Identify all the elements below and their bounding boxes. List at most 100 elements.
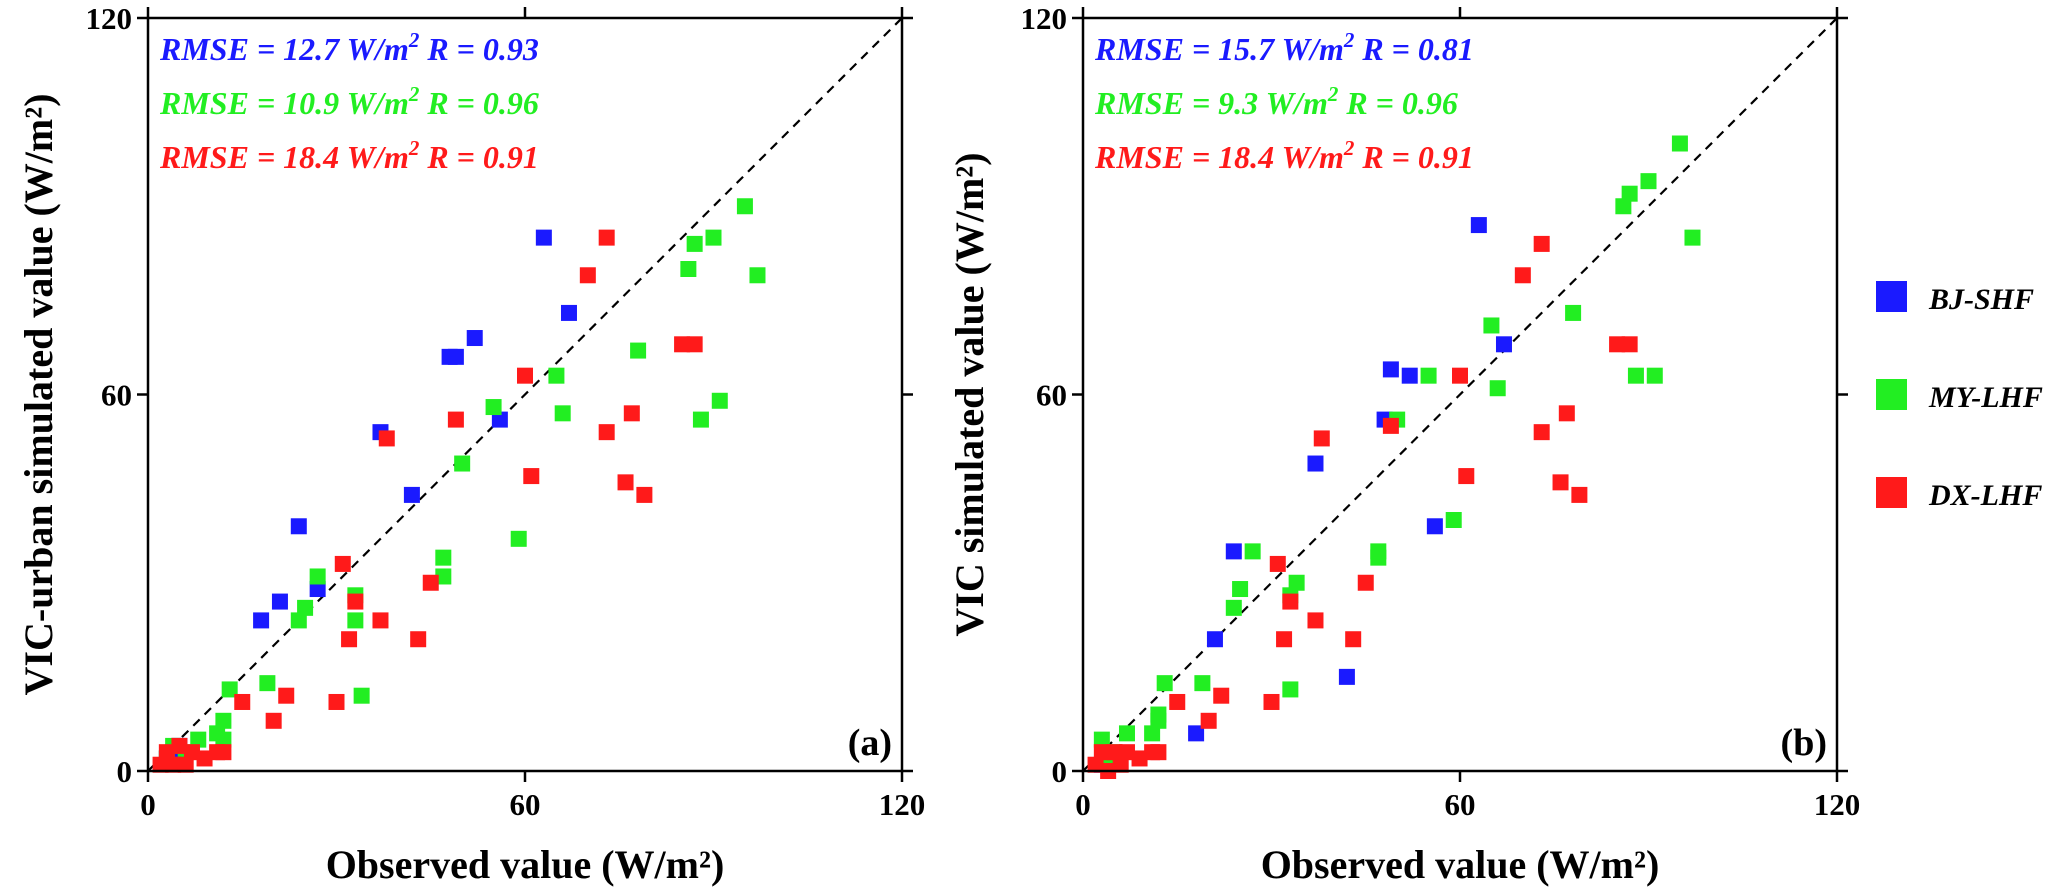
data-point-my-lhf — [680, 261, 697, 277]
data-point-dx-lhf — [1621, 336, 1638, 353]
data-point-my-lhf — [221, 681, 238, 698]
data-point-bj-shf — [1225, 543, 1242, 560]
data-point-dx-lhf — [1458, 468, 1475, 485]
superscript: 2 — [1343, 136, 1355, 160]
data-point-my-lhf — [1565, 304, 1582, 321]
data-point-dx-lhf — [1357, 574, 1374, 591]
data-point-my-lhf — [510, 530, 527, 547]
legend-marker-my-lhf — [1876, 379, 1907, 410]
data-point-my-lhf — [435, 568, 452, 585]
x-tick-label: 60 — [510, 787, 541, 822]
data-point-bj-shf — [1401, 367, 1418, 384]
legend: BJ-SHF MY-LHF DX-LHF — [1876, 281, 2043, 512]
x-tick-label: 120 — [879, 787, 926, 822]
data-point-my-lhf — [259, 675, 276, 692]
y-tick-label: 120 — [86, 1, 133, 36]
data-point-dx-lhf — [1112, 756, 1129, 773]
data-point-my-lhf — [554, 405, 571, 422]
data-point-bj-shf — [271, 593, 288, 610]
stats-bj-shf: RMSE = 12.7 W/m2 R = 0.93 — [159, 28, 539, 67]
data-point-my-lhf — [1627, 367, 1644, 384]
data-point-dx-lhf — [1106, 744, 1123, 761]
y-tick-label: 60 — [101, 378, 132, 413]
data-point-bj-shf — [1188, 725, 1205, 742]
data-point-dx-lhf — [1276, 631, 1293, 648]
r-text: R = 0.93 — [419, 31, 539, 67]
series-dx-lhf — [1087, 235, 1638, 779]
data-point-bj-shf — [253, 612, 270, 629]
y-axis-label: VIC simulated value (W/m²) — [947, 152, 992, 636]
data-point-my-lhf — [1118, 725, 1135, 742]
y-axis-label: VIC-urban simulated value (W/m²) — [16, 93, 61, 695]
data-point-dx-lhf — [598, 229, 615, 246]
rmse-text: RMSE = 10.9 W/m — [159, 85, 409, 121]
data-point-bj-shf — [1338, 668, 1355, 685]
data-point-my-lhf — [692, 411, 709, 428]
data-point-dx-lhf — [1552, 474, 1569, 491]
superscript: 2 — [408, 28, 420, 52]
legend-label-bj-shf: BJ-SHF — [1928, 283, 2034, 316]
data-point-my-lhf — [1232, 581, 1249, 598]
data-point-my-lhf — [1156, 675, 1173, 692]
data-point-my-lhf — [1646, 367, 1663, 384]
data-point-bj-shf — [560, 304, 577, 321]
data-point-dx-lhf — [1087, 756, 1104, 773]
stats-my-lhf: RMSE = 10.9 W/m2 R = 0.96 — [159, 82, 539, 121]
one-to-one-line — [147, 17, 903, 772]
data-point-my-lhf — [215, 712, 232, 729]
rmse-text: RMSE = 12.7 W/m — [159, 31, 409, 67]
data-point-dx-lhf — [1452, 367, 1468, 384]
data-point-dx-lhf — [1571, 486, 1588, 503]
x-tick-label: 0 — [140, 787, 156, 822]
data-point-my-lhf — [1150, 706, 1167, 723]
chart-panel-2: 0 60 120 0 60 120 Observed value (W/m²) VIC sim… — [947, 1, 1860, 887]
chart-panel-1: 0 60 120 0 60 120 Observed value (W/m²) VIC-urb… — [16, 1, 925, 887]
data-point-bj-shf — [1206, 631, 1223, 648]
data-point-dx-lhf — [278, 687, 295, 704]
data-point-my-lhf — [705, 229, 722, 246]
data-point-dx-lhf — [686, 336, 703, 353]
data-point-dx-lhf — [1093, 744, 1110, 761]
panel-label: (b) — [1781, 722, 1827, 764]
rmse-text: RMSE = 18.4 W/m — [1094, 139, 1344, 175]
data-point-my-lhf — [485, 399, 502, 416]
data-point-my-lhf — [711, 392, 728, 409]
data-point-my-lhf — [1445, 512, 1462, 528]
y-tick-label: 0 — [1052, 754, 1068, 789]
series-bj-shf — [1093, 217, 1512, 773]
rmse-text: RMSE = 18.4 W/m — [159, 139, 409, 175]
stats-bj-shf: RMSE = 15.7 W/m2 R = 0.81 — [1094, 28, 1474, 67]
data-point-dx-lhf — [1150, 744, 1167, 761]
data-point-my-lhf — [1194, 675, 1211, 692]
data-point-dx-lhf — [1558, 405, 1575, 422]
data-point-my-lhf — [548, 367, 565, 384]
legend-label-my-lhf: MY-LHF — [1928, 381, 2043, 414]
y-tick-label: 60 — [1036, 378, 1067, 413]
data-point-dx-lhf — [623, 405, 640, 422]
data-point-dx-lhf — [1345, 631, 1362, 648]
data-point-dx-lhf — [171, 737, 188, 754]
panel-label: (a) — [848, 722, 892, 764]
data-point-dx-lhf — [636, 486, 653, 503]
legend-label-dx-lhf: DX-LHF — [1928, 479, 2042, 512]
data-point-dx-lhf — [617, 474, 634, 491]
data-point-my-lhf — [1370, 543, 1387, 560]
data-point-dx-lhf — [523, 468, 540, 485]
data-point-bj-shf — [466, 330, 483, 347]
stats-dx-lhf: RMSE = 18.4 W/m2 R = 0.91 — [1094, 136, 1474, 175]
data-point-dx-lhf — [1313, 430, 1330, 447]
data-point-dx-lhf — [334, 555, 351, 572]
data-point-dx-lhf — [265, 712, 282, 729]
superscript: 2 — [1327, 82, 1339, 106]
data-point-my-lhf — [1615, 198, 1632, 215]
data-point-bj-shf — [1307, 455, 1324, 472]
data-point-dx-lhf — [1131, 750, 1148, 767]
data-point-my-lhf — [309, 568, 326, 585]
r-text: R = 0.81 — [1354, 31, 1474, 67]
data-point-bj-shf — [290, 518, 307, 535]
r-text: R = 0.91 — [1354, 139, 1474, 175]
data-point-dx-lhf — [183, 744, 200, 761]
data-point-my-lhf — [1671, 135, 1688, 152]
data-point-dx-lhf — [1263, 693, 1280, 710]
